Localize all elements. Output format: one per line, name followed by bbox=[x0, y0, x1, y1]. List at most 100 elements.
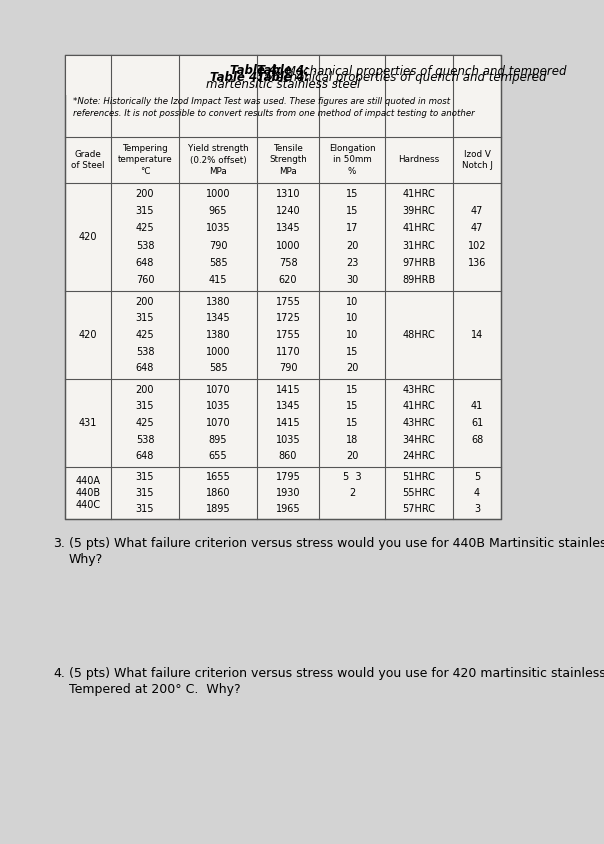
Text: 15: 15 bbox=[346, 385, 358, 395]
Text: references. It is not possible to convert results from one method of impact test: references. It is not possible to conver… bbox=[73, 109, 475, 117]
Text: 10: 10 bbox=[346, 330, 358, 340]
Text: 2: 2 bbox=[349, 488, 355, 498]
Text: 15: 15 bbox=[346, 206, 358, 216]
Text: 425: 425 bbox=[136, 330, 154, 340]
Text: 30: 30 bbox=[346, 275, 358, 285]
Text: 965: 965 bbox=[209, 206, 227, 216]
Text: Mechanical properties of quench and tempered: Mechanical properties of quench and temp… bbox=[282, 64, 567, 78]
Text: 43HRC: 43HRC bbox=[403, 418, 435, 428]
Text: 1170: 1170 bbox=[275, 347, 300, 357]
Text: 585: 585 bbox=[209, 363, 227, 373]
Text: 620: 620 bbox=[279, 275, 297, 285]
Text: 14: 14 bbox=[471, 330, 483, 340]
Text: 15: 15 bbox=[346, 347, 358, 357]
Text: Table 4:: Table 4: bbox=[257, 64, 309, 78]
Text: 315: 315 bbox=[136, 488, 154, 498]
Text: Why?: Why? bbox=[69, 553, 103, 566]
Text: 1070: 1070 bbox=[206, 418, 230, 428]
Text: 655: 655 bbox=[209, 452, 227, 461]
Text: Mechanical properties of quench and tempered: Mechanical properties of quench and temp… bbox=[262, 72, 547, 84]
Text: 3: 3 bbox=[474, 504, 480, 514]
Text: Elongation
in 50mm
%: Elongation in 50mm % bbox=[329, 144, 375, 176]
Text: Yield strength
(0.2% offset)
MPa: Yield strength (0.2% offset) MPa bbox=[188, 144, 248, 176]
Text: 34HRC: 34HRC bbox=[403, 435, 435, 445]
Text: 1345: 1345 bbox=[206, 313, 230, 323]
Bar bbox=[65, 55, 501, 519]
Text: 41: 41 bbox=[471, 402, 483, 411]
Text: Tempered at 200° C.  Why?: Tempered at 200° C. Why? bbox=[69, 683, 240, 696]
Text: 136: 136 bbox=[468, 257, 486, 268]
Text: 760: 760 bbox=[136, 275, 154, 285]
Text: 1655: 1655 bbox=[205, 473, 230, 482]
Text: 4: 4 bbox=[474, 488, 480, 498]
Text: 3.: 3. bbox=[53, 537, 65, 550]
Text: 790: 790 bbox=[279, 363, 297, 373]
Text: 585: 585 bbox=[209, 257, 227, 268]
Text: 425: 425 bbox=[136, 418, 154, 428]
Text: Grade
of Steel: Grade of Steel bbox=[71, 150, 104, 170]
Text: 860: 860 bbox=[279, 452, 297, 461]
Text: 1070: 1070 bbox=[206, 385, 230, 395]
Text: 1000: 1000 bbox=[276, 241, 300, 251]
Text: 47: 47 bbox=[471, 224, 483, 234]
Text: Izod V
Notch J: Izod V Notch J bbox=[461, 150, 492, 170]
Text: 200: 200 bbox=[136, 385, 154, 395]
Text: 200: 200 bbox=[136, 297, 154, 306]
Text: 1000: 1000 bbox=[206, 189, 230, 199]
Text: 420: 420 bbox=[79, 330, 97, 340]
Text: 10: 10 bbox=[346, 297, 358, 306]
Text: 415: 415 bbox=[209, 275, 227, 285]
Text: 20: 20 bbox=[346, 363, 358, 373]
Text: 31HRC: 31HRC bbox=[403, 241, 435, 251]
Text: 1725: 1725 bbox=[275, 313, 300, 323]
Text: 97HRB: 97HRB bbox=[402, 257, 435, 268]
Text: 1380: 1380 bbox=[206, 297, 230, 306]
Text: 1860: 1860 bbox=[206, 488, 230, 498]
Text: 1310: 1310 bbox=[276, 189, 300, 199]
Text: 41HRC: 41HRC bbox=[403, 189, 435, 199]
Text: 1755: 1755 bbox=[275, 297, 300, 306]
Text: (5 pts) What failure criterion versus stress would you use for 440B Martinsitic : (5 pts) What failure criterion versus st… bbox=[69, 537, 604, 550]
Text: 431: 431 bbox=[79, 418, 97, 428]
Text: martensitic stainless steel: martensitic stainless steel bbox=[206, 78, 360, 91]
Text: 895: 895 bbox=[209, 435, 227, 445]
Text: 5: 5 bbox=[474, 473, 480, 482]
Text: Tensile
Strength
MPa: Tensile Strength MPa bbox=[269, 144, 307, 176]
Text: 315: 315 bbox=[136, 473, 154, 482]
Text: 1755: 1755 bbox=[275, 330, 300, 340]
Text: 23: 23 bbox=[346, 257, 358, 268]
Text: 43HRC: 43HRC bbox=[403, 385, 435, 395]
Text: 41HRC: 41HRC bbox=[403, 224, 435, 234]
Text: 1345: 1345 bbox=[275, 224, 300, 234]
Text: 68: 68 bbox=[471, 435, 483, 445]
Text: 538: 538 bbox=[136, 241, 154, 251]
Text: 24HRC: 24HRC bbox=[402, 452, 435, 461]
Text: 48HRC: 48HRC bbox=[403, 330, 435, 340]
Text: 89HRB: 89HRB bbox=[402, 275, 435, 285]
Text: 315: 315 bbox=[136, 313, 154, 323]
Text: 1795: 1795 bbox=[275, 473, 300, 482]
Text: 425: 425 bbox=[136, 224, 154, 234]
Text: 538: 538 bbox=[136, 435, 154, 445]
Text: 1035: 1035 bbox=[206, 402, 230, 411]
Text: (5 pts) What failure criterion versus stress would you use for 420 martinsitic s: (5 pts) What failure criterion versus st… bbox=[69, 667, 604, 680]
Text: 1895: 1895 bbox=[206, 504, 230, 514]
Text: 4.: 4. bbox=[53, 667, 65, 680]
Text: 1930: 1930 bbox=[276, 488, 300, 498]
Text: 10: 10 bbox=[346, 313, 358, 323]
Text: 790: 790 bbox=[209, 241, 227, 251]
Text: 1000: 1000 bbox=[206, 347, 230, 357]
Text: 200: 200 bbox=[136, 189, 154, 199]
Text: 758: 758 bbox=[278, 257, 297, 268]
Text: 61: 61 bbox=[471, 418, 483, 428]
Text: 51HRC: 51HRC bbox=[402, 473, 435, 482]
Text: 102: 102 bbox=[467, 241, 486, 251]
Text: 1415: 1415 bbox=[275, 385, 300, 395]
Text: 315: 315 bbox=[136, 504, 154, 514]
Text: 20: 20 bbox=[346, 452, 358, 461]
Text: 5  3: 5 3 bbox=[342, 473, 361, 482]
Text: Tempering
temperature
°C: Tempering temperature °C bbox=[118, 144, 172, 176]
Text: 41HRC: 41HRC bbox=[403, 402, 435, 411]
Text: 648: 648 bbox=[136, 452, 154, 461]
Text: 648: 648 bbox=[136, 363, 154, 373]
